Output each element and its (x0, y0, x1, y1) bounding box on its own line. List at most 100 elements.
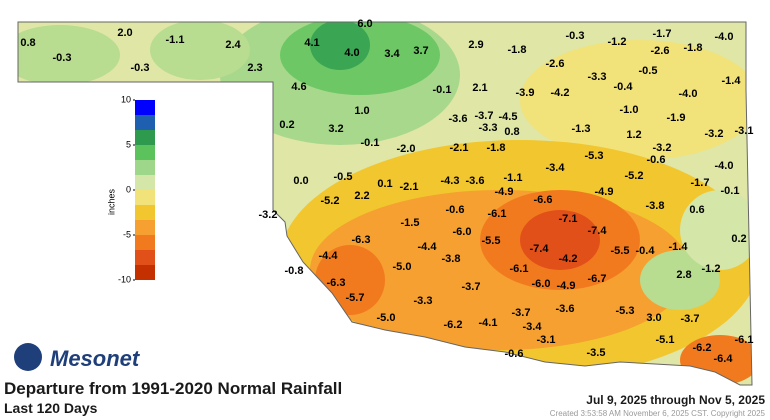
station-value: 4.1 (304, 37, 319, 49)
station-value: -7.1 (559, 213, 578, 225)
station-value: -3.8 (646, 200, 665, 212)
colorbar-label: inches (106, 189, 116, 216)
station-value: -3.5 (587, 347, 606, 359)
station-value: -5.2 (625, 170, 644, 182)
station-value: -3.9 (516, 87, 535, 99)
station-value: -3.2 (653, 142, 672, 154)
colorbar: 10 5 0 -5 -10 (118, 94, 155, 284)
colorbar-swatch (135, 265, 155, 280)
station-value: -1.4 (669, 241, 689, 253)
station-value: -1.8 (508, 44, 527, 56)
station-value: 2.2 (354, 190, 369, 202)
station-value: -5.0 (377, 312, 396, 324)
station-value: -3.2 (705, 128, 724, 140)
station-value: -0.5 (639, 65, 658, 77)
station-value: -3.6 (556, 303, 575, 315)
station-value: -6.1 (735, 334, 754, 346)
station-value: -4.0 (679, 88, 698, 100)
station-value: -4.3 (441, 175, 460, 187)
created: Created 3:53:58 AM November 6, 2025 CST.… (550, 409, 766, 418)
station-value: 3.4 (384, 48, 400, 60)
station-value: -2.6 (651, 45, 670, 57)
station-value: -1.7 (653, 28, 672, 40)
station-value: -5.0 (393, 261, 412, 273)
station-value: -2.6 (546, 58, 565, 70)
logo-icon (14, 343, 42, 371)
station-value: -4.2 (551, 87, 570, 99)
station-value: -0.4 (614, 81, 634, 93)
station-value: -4.2 (559, 253, 578, 265)
station-value: -1.8 (487, 142, 506, 154)
station-value: -1.2 (702, 263, 721, 275)
station-value: -3.3 (588, 71, 607, 83)
station-value: -6.6 (534, 194, 553, 206)
station-value: -3.7 (512, 307, 531, 319)
station-value: -0.6 (647, 154, 666, 166)
station-value: -3.3 (479, 122, 498, 134)
colorbar-tick-label: 5 (126, 139, 131, 149)
station-value: -4.4 (418, 241, 438, 253)
station-value: -3.6 (466, 175, 485, 187)
colorbar-tick-label: -5 (123, 229, 131, 239)
station-value: -0.6 (505, 348, 524, 360)
station-value: -3.6 (449, 113, 468, 125)
colorbar-swatch (135, 115, 155, 130)
station-value: -0.4 (636, 245, 656, 257)
station-value: -5.2 (321, 195, 340, 207)
station-value: -6.2 (444, 319, 463, 331)
station-value: 2.0 (117, 27, 132, 39)
station-value: -4.9 (595, 186, 614, 198)
station-value: -4.9 (557, 280, 576, 292)
station-value: -3.7 (681, 313, 700, 325)
station-value: -2.1 (400, 181, 419, 193)
logo: Mesonet (50, 346, 141, 371)
station-value: 0.8 (504, 126, 519, 138)
station-value: -3.4 (546, 162, 566, 174)
station-value: -6.1 (488, 208, 507, 220)
station-value: 3.0 (646, 312, 661, 324)
station-value: -4.0 (715, 31, 734, 43)
title: Departure from 1991-2020 Normal Rainfall (4, 379, 342, 398)
colorbar-tick-label: -10 (118, 274, 131, 284)
colorbar-swatch (135, 190, 155, 205)
station-value: 6.0 (357, 18, 372, 30)
colorbar-swatch (135, 145, 155, 160)
colorbar-swatch (135, 235, 155, 250)
station-value: -0.3 (53, 52, 72, 64)
station-value: 0.2 (731, 233, 746, 245)
station-value: -6.3 (327, 277, 346, 289)
station-value: -6.0 (453, 226, 472, 238)
station-value: -7.4 (588, 225, 608, 237)
station-value: -0.1 (433, 84, 452, 96)
station-value: 0.6 (689, 204, 704, 216)
station-value: -0.5 (334, 171, 353, 183)
station-value: 3.7 (413, 45, 428, 57)
subtitle: Last 120 Days (4, 400, 98, 416)
station-value: 0.0 (293, 175, 308, 187)
station-value: -0.1 (361, 137, 380, 149)
station-value: 2.8 (676, 269, 691, 281)
station-value: -2.0 (397, 143, 416, 155)
station-value: -5.5 (611, 245, 630, 257)
station-value: 2.3 (247, 62, 262, 74)
colorbar-tick-label: 0 (126, 184, 131, 194)
station-value: -0.6 (446, 204, 465, 216)
colorbar-swatch (135, 175, 155, 190)
colorbar-swatch (135, 160, 155, 175)
station-value: -1.8 (684, 42, 703, 54)
station-value: 4.0 (344, 47, 359, 59)
station-value: 3.2 (328, 123, 343, 135)
colorbar-swatch (135, 250, 155, 265)
station-value: -1.4 (722, 75, 742, 87)
colorbar-swatch (135, 100, 155, 115)
station-value: -6.0 (532, 278, 551, 290)
station-value: -5.1 (656, 334, 675, 346)
station-value: -0.1 (721, 185, 740, 197)
station-value: -0.3 (566, 30, 585, 42)
station-value: -6.3 (352, 234, 371, 246)
stations: 0.8 -0.3 2.0 -0.3 -1.1 2.4 2.3 4.1 6.0 4.0 3.4 3.7 2… (20, 18, 753, 365)
station-value: 2.9 (468, 39, 483, 51)
